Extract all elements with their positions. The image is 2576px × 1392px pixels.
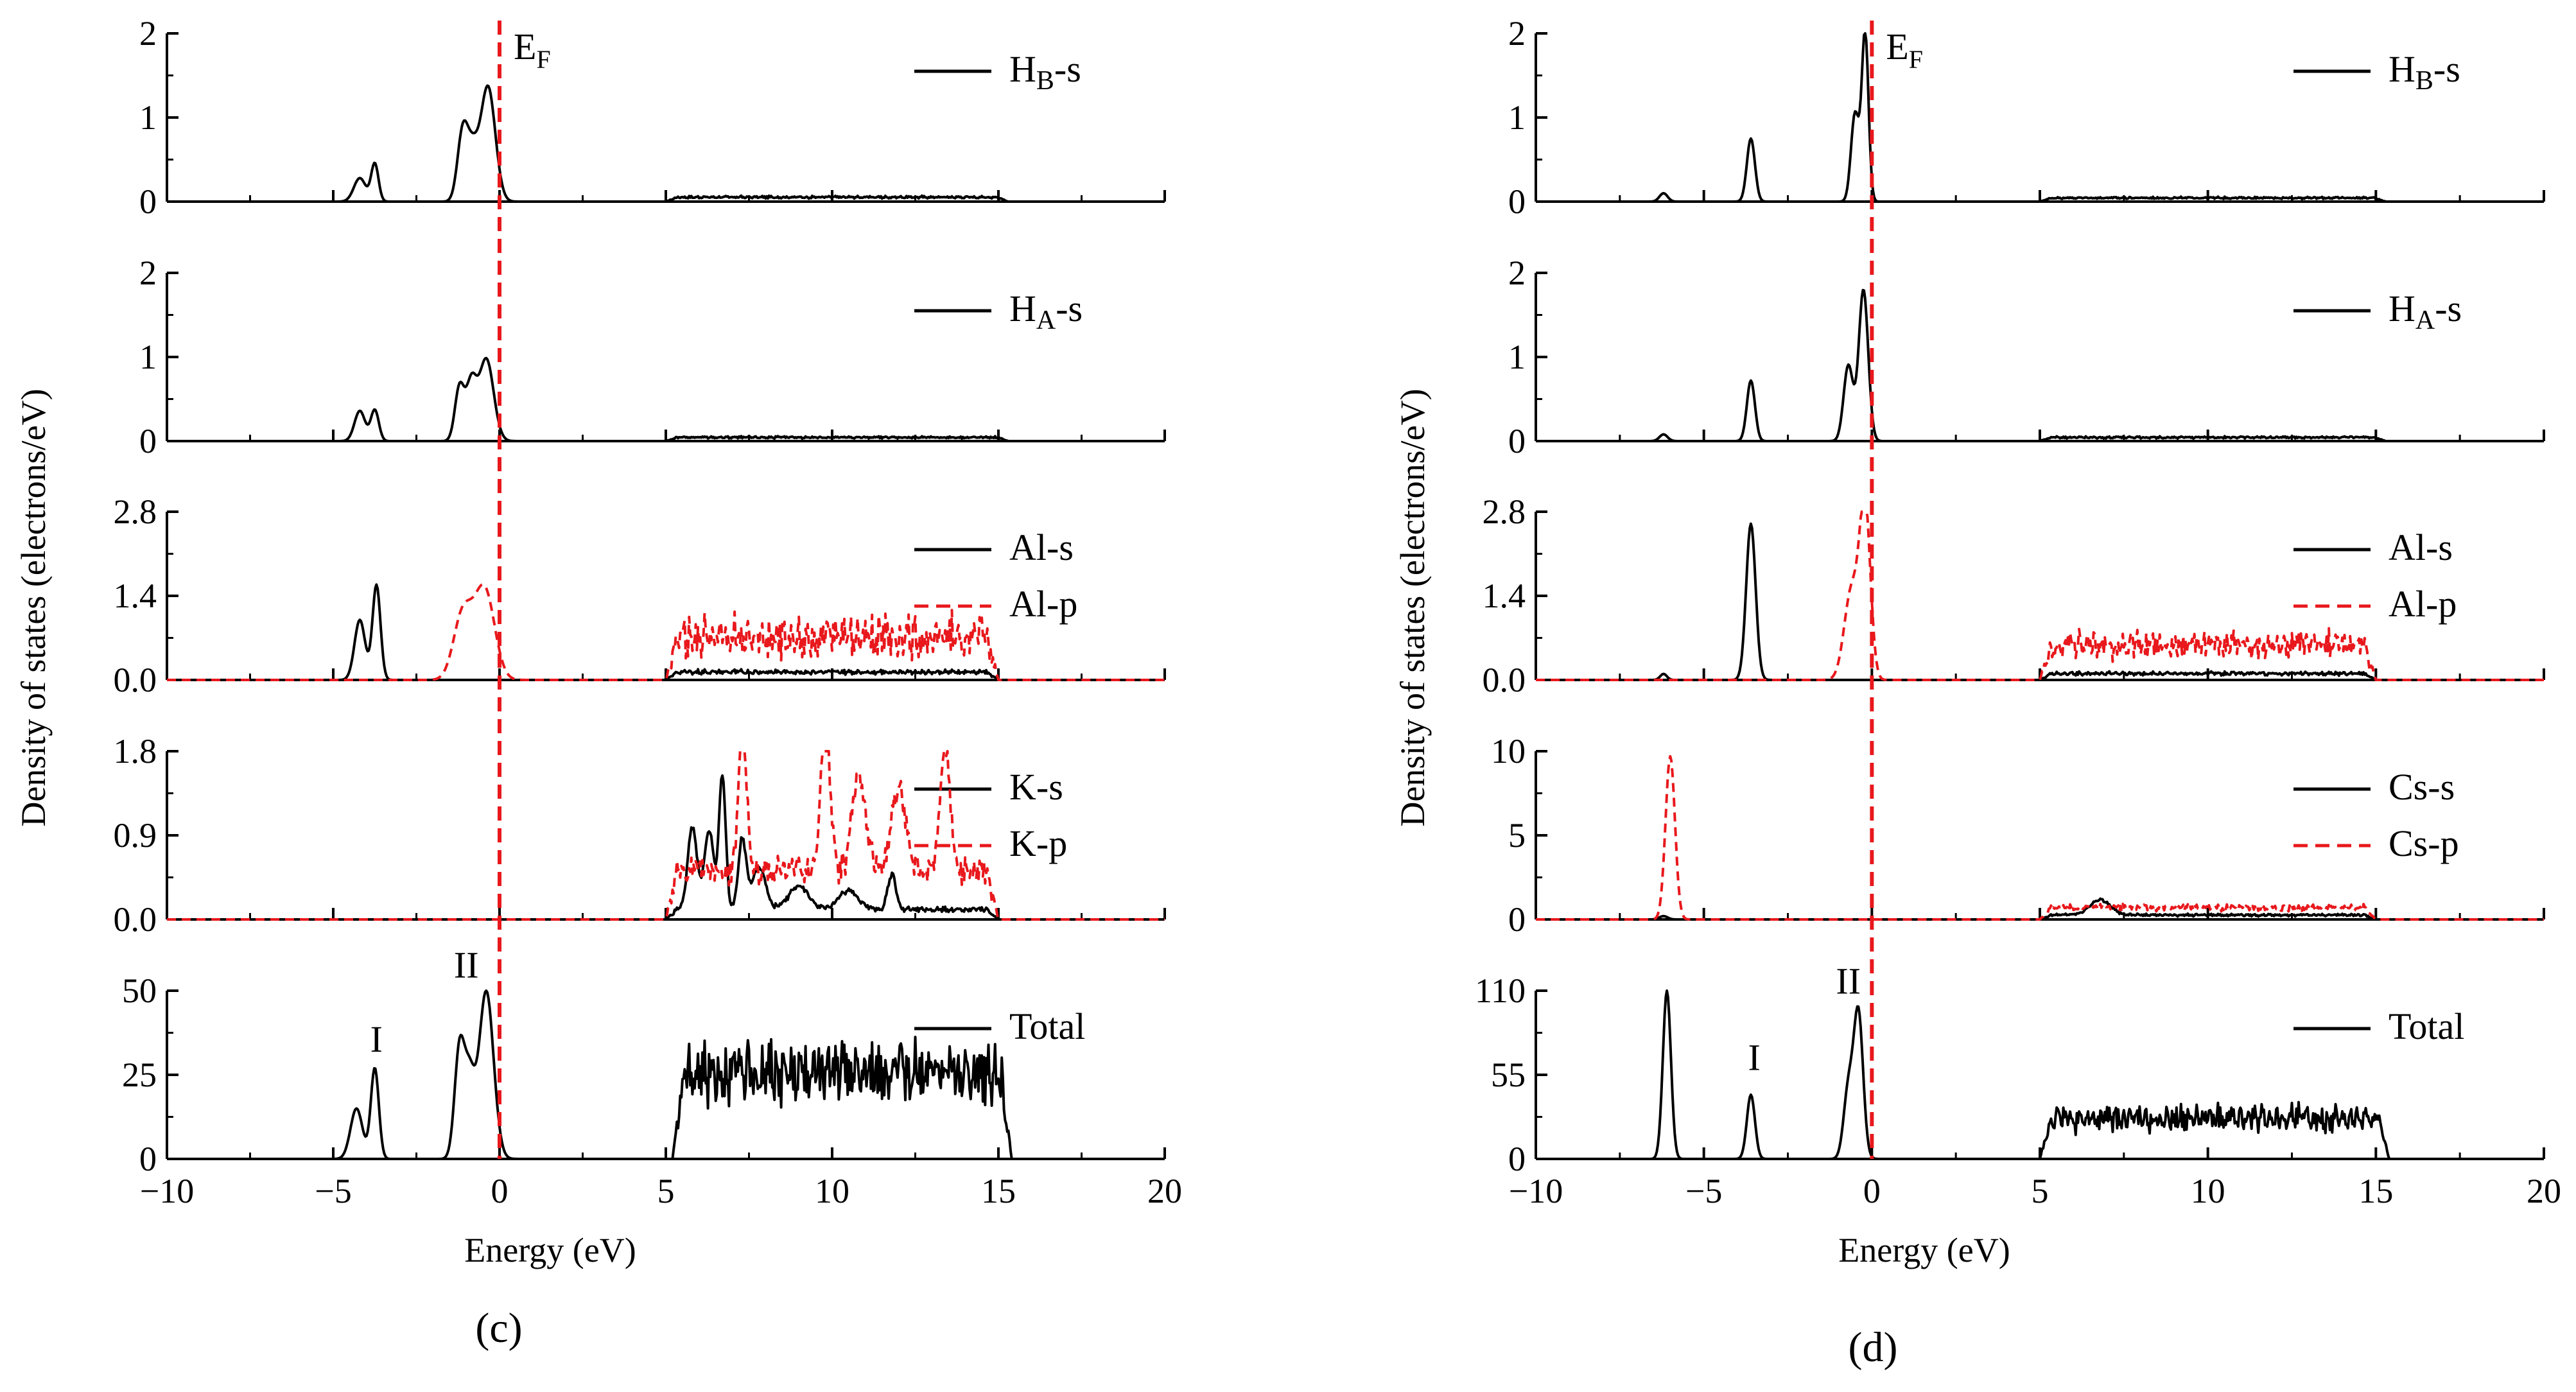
y-tick-label: 2 xyxy=(139,254,157,292)
subplot-HB: 0 1 2 HB-s xyxy=(1508,14,2545,221)
series-line-k-p xyxy=(166,750,1165,921)
legend-label: Al-s xyxy=(2389,526,2453,568)
peak-annotation: I xyxy=(370,1018,383,1060)
series-line-total xyxy=(1535,989,2545,1160)
series-line-al-p xyxy=(166,583,1165,681)
y-tick-label: 0.0 xyxy=(1483,661,1526,699)
y-tick-label: 1 xyxy=(139,98,157,137)
dos-panel-c: 0 1 2 HB-s 0 1 2 HA-s 0.0 1.4 2.8 Al-s Al-p 0.0 0.9 1.8… xyxy=(14,14,1182,1352)
subplot-HA: 0 1 2 HA-s xyxy=(139,254,1166,460)
subplot-HA: 0 1 2 HA-s xyxy=(1508,254,2545,460)
x-tick-label: −10 xyxy=(1509,1172,1563,1210)
y-tick-label: 0.0 xyxy=(114,661,157,699)
series-line-cs-p xyxy=(1535,754,2545,921)
x-tick-label: 20 xyxy=(1147,1172,1182,1210)
y-tick-label: 0 xyxy=(139,1140,157,1178)
legend-label: HA-s xyxy=(1009,288,1083,335)
legend-label: Cs-p xyxy=(2389,822,2459,864)
y-tick-label: 25 xyxy=(122,1056,157,1094)
y-tick-label: 0 xyxy=(139,182,157,221)
y-tick-label: 5 xyxy=(1508,816,1526,855)
series-line-total xyxy=(166,989,1165,1160)
series-line-al-p xyxy=(1535,510,2545,681)
dos-panel-d: 0 1 2 HB-s 0 1 2 HA-s 0.0 1.4 2.8 Al-s Al-p 0 5 10 Cs-s C… xyxy=(1393,14,2561,1371)
y-tick-label: 110 xyxy=(1475,971,1526,1010)
y-tick-label: 0 xyxy=(1508,1140,1526,1178)
legend-label: HB-s xyxy=(2389,48,2460,96)
legend-label: K-p xyxy=(1009,822,1067,864)
peak-annotation: II xyxy=(454,944,479,986)
y-tick-label: 0 xyxy=(1508,182,1526,221)
fermi-level-label: EF xyxy=(514,26,551,74)
y-tick-label: 10 xyxy=(1491,732,1526,770)
legend-label: Cs-s xyxy=(2389,766,2455,808)
x-tick-label: 5 xyxy=(657,1172,675,1210)
x-tick-label: 15 xyxy=(981,1172,1016,1210)
x-tick-label: 10 xyxy=(815,1172,849,1210)
subplot-Cs: 0 5 10 Cs-s Cs-p xyxy=(1491,732,2545,939)
series-line-hb-s xyxy=(166,84,1165,203)
subplot-Al: 0.0 1.4 2.8 Al-s Al-p xyxy=(114,492,1166,699)
y-tick-label: 0 xyxy=(1508,900,1526,939)
legend-label: HA-s xyxy=(2389,288,2462,335)
panel-label: (c) xyxy=(475,1305,522,1352)
subplot-Al: 0.0 1.4 2.8 Al-s Al-p xyxy=(1483,492,2545,699)
x-axis-title: Energy (eV) xyxy=(464,1231,636,1269)
y-tick-label: 55 xyxy=(1491,1056,1526,1094)
y-tick-label: 2 xyxy=(1508,14,1526,53)
y-tick-label: 1 xyxy=(1508,98,1526,137)
series-line-hb-s xyxy=(1535,32,2545,203)
legend-label: Al-s xyxy=(1009,526,1074,568)
y-tick-label: 1.4 xyxy=(114,577,157,615)
x-tick-label: 0 xyxy=(1863,1172,1881,1210)
y-tick-label: 2 xyxy=(139,14,157,53)
x-tick-label: 10 xyxy=(2191,1172,2225,1210)
y-tick-label: 0.9 xyxy=(114,816,157,855)
x-axis-title: Energy (eV) xyxy=(1838,1231,2010,1269)
y-tick-label: 1 xyxy=(139,338,157,376)
peak-annotation: I xyxy=(1748,1036,1761,1078)
x-tick-label: 0 xyxy=(491,1172,509,1210)
y-tick-label: 2.8 xyxy=(114,492,157,531)
y-tick-label: 0.0 xyxy=(114,900,157,939)
legend-label: Al-p xyxy=(2389,583,2457,625)
series-line-ha-s xyxy=(166,356,1165,442)
x-tick-label: 15 xyxy=(2358,1172,2393,1210)
legend-label: K-s xyxy=(1009,766,1063,808)
x-tick-label: 5 xyxy=(2032,1172,2049,1210)
y-tick-label: 50 xyxy=(122,971,157,1010)
panel-label: (d) xyxy=(1849,1324,1898,1371)
subplot-K: 0.0 0.9 1.8 K-s K-p xyxy=(114,732,1166,939)
y-tick-label: 1.8 xyxy=(114,732,157,770)
x-tick-label: −5 xyxy=(315,1172,351,1210)
y-tick-label: 0 xyxy=(139,422,157,460)
y-tick-label: 1 xyxy=(1508,338,1526,376)
y-tick-label: 2.8 xyxy=(1483,492,1526,531)
x-tick-label: −10 xyxy=(140,1172,194,1210)
legend-label: Al-p xyxy=(1009,583,1077,625)
series-line-ha-s xyxy=(1535,288,2545,442)
fermi-level-label: EF xyxy=(1886,26,1923,74)
x-tick-label: −5 xyxy=(1685,1172,1722,1210)
legend-label: HB-s xyxy=(1009,48,1081,96)
legend-label: Total xyxy=(2389,1005,2464,1047)
y-axis-title: Density of states (electrons/eV) xyxy=(14,388,53,826)
y-tick-label: 1.4 xyxy=(1483,577,1526,615)
peak-annotation: II xyxy=(1836,960,1861,1002)
subplot-HB: 0 1 2 HB-s xyxy=(139,14,1166,221)
x-tick-label: 20 xyxy=(2527,1172,2561,1210)
legend-label: Total xyxy=(1009,1005,1085,1047)
y-tick-label: 0 xyxy=(1508,422,1526,460)
y-axis-title: Density of states (electrons/eV) xyxy=(1393,388,1432,826)
y-tick-label: 2 xyxy=(1508,254,1526,292)
